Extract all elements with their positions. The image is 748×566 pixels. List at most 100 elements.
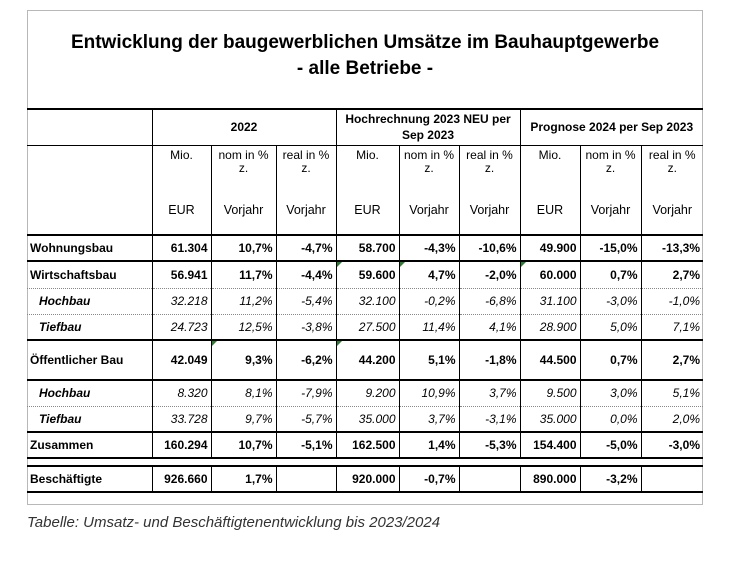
value-cell: 1,4%	[399, 431, 460, 458]
value-cell: 8,1%	[211, 379, 277, 406]
value-cell: -15,0%	[580, 234, 642, 261]
value-cell: -5,3%	[459, 431, 521, 458]
value-cell: -6,2%	[276, 339, 337, 380]
unit-cell: Vorjahr	[276, 185, 337, 235]
value-cell: 3,0%	[580, 379, 642, 406]
table-row-total: Zusammen 160.294 10,7% -5,1% 162.500 1,4…	[27, 431, 703, 458]
row-label: Öffentlicher Bau	[27, 339, 153, 380]
unit-cell: Vorjahr	[652, 202, 693, 217]
value-cell: 32.100	[336, 287, 400, 314]
value-cell: 5,1%	[399, 339, 460, 380]
value-cell: -3,1%	[459, 405, 521, 432]
value-cell: -5,0%	[580, 431, 642, 458]
value-cell	[641, 465, 703, 493]
value-cell: 44.200	[336, 339, 400, 380]
unit-cell: Vorjahr	[580, 185, 642, 235]
value-cell: 32.218	[152, 287, 212, 314]
table-row: Tiefbau 33.728 9,7% -5,7% 35.000 3,7% -3…	[27, 405, 703, 432]
value-cell: 0,0%	[580, 405, 642, 432]
header-corner-3	[27, 185, 153, 235]
header-corner	[27, 108, 153, 145]
subhead-cell: real in % z.	[641, 144, 703, 185]
sales-table: 2022 Hochrechnung 2023 NEU per Sep 2023 …	[27, 108, 703, 493]
value-cell: 0,7%	[580, 339, 642, 380]
unit-cell: Vorjahr	[459, 185, 521, 235]
value-cell: 11,2%	[211, 287, 277, 314]
value-cell	[276, 465, 337, 493]
value-cell: -0,2%	[399, 287, 460, 314]
unit-cell: EUR	[336, 185, 400, 235]
header-unit-row: EUR Vorjahr Vorjahr EUR Vorjahr Vorjahr …	[27, 185, 703, 235]
value-cell: -6,8%	[459, 287, 521, 314]
table-caption: Tabelle: Umsatz- und Beschäftigtenentwic…	[27, 514, 441, 531]
value-cell: 9.500	[520, 379, 581, 406]
table-row: Öffentlicher Bau 42.049 9,3% -6,2% 44.20…	[27, 339, 703, 380]
subhead-cell: real in % z.	[459, 144, 521, 185]
table-row: Wohnungsbau 61.304 10,7% -4,7% 58.700 -4…	[27, 234, 703, 261]
value-cell: -5,7%	[276, 405, 337, 432]
header-sub-row: Mio. nom in % z. real in % z. Mio. nom i…	[27, 144, 703, 185]
value-cell: 12,5%	[211, 313, 277, 340]
table-row: Tiefbau 24.723 12,5% -3,8% 27.500 11,4% …	[27, 313, 703, 340]
spacer-row	[27, 457, 703, 466]
unit-cell: Vorjahr	[211, 185, 277, 235]
value-cell: 1,7%	[211, 465, 277, 493]
row-label: Hochbau	[27, 379, 153, 406]
value-cell: 3,7%	[459, 379, 521, 406]
value-cell: 35.000	[336, 405, 400, 432]
table-row: Wirtschaftsbau 56.941 11,7% -4,4% 59.600…	[27, 260, 703, 288]
subhead-cell: Mio.	[336, 144, 400, 185]
value-cell: -3,2%	[580, 465, 642, 493]
subhead-cell: nom in % z.	[399, 144, 460, 185]
value-cell: 44.500	[520, 339, 581, 380]
value-cell: -1,8%	[459, 339, 521, 380]
value-cell: 10,7%	[211, 234, 277, 261]
value-cell: 27.500	[336, 313, 400, 340]
row-label: Beschäftigte	[27, 465, 153, 493]
value-cell: 61.304	[152, 234, 212, 261]
value-cell: 10,9%	[399, 379, 460, 406]
value-cell: 59.600	[336, 260, 400, 288]
value-cell: 890.000	[520, 465, 581, 493]
value-cell	[459, 465, 521, 493]
value-cell: 4,1%	[459, 313, 521, 340]
value-cell: -4,3%	[399, 234, 460, 261]
value-cell: -2,0%	[459, 260, 521, 288]
header-corner-2	[27, 144, 153, 185]
value-cell: 7,1%	[641, 313, 703, 340]
value-cell: 5,1%	[641, 379, 703, 406]
table-row: Hochbau 8.320 8,1% -7,9% 9.200 10,9% 3,7…	[27, 379, 703, 406]
value-cell: -5,4%	[276, 287, 337, 314]
value-cell: -4,7%	[276, 234, 337, 261]
value-cell: 9,3%	[211, 339, 277, 380]
value-cell: 49.900	[520, 234, 581, 261]
value-cell: 56.941	[152, 260, 212, 288]
value-cell: 4,7%	[399, 260, 460, 288]
value-cell: 2,0%	[641, 405, 703, 432]
value-cell: 920.000	[336, 465, 400, 493]
row-label: Hochbau	[27, 287, 153, 314]
value-cell: -3,0%	[641, 431, 703, 458]
subhead-cell: nom in % z.	[211, 144, 277, 185]
value-cell: 8.320	[152, 379, 212, 406]
value-cell: 42.049	[152, 339, 212, 380]
value-cell: 10,7%	[211, 431, 277, 458]
value-cell: 0,7%	[580, 260, 642, 288]
title-line-1: Entwicklung der baugewerblichen Umsätze …	[70, 32, 660, 53]
value-cell: 2,7%	[641, 260, 703, 288]
value-cell: 9,7%	[211, 405, 277, 432]
subhead-cell: nom in % z.	[580, 144, 642, 185]
row-label: Tiefbau	[27, 405, 153, 432]
value-cell: -3,0%	[580, 287, 642, 314]
value-cell: 60.000	[520, 260, 581, 288]
table-title: Entwicklung der baugewerblichen Umsätze …	[27, 30, 703, 82]
value-cell: 35.000	[520, 405, 581, 432]
value-cell: 58.700	[336, 234, 400, 261]
group-hochrechnung-2023: Hochrechnung 2023 NEU per Sep 2023	[336, 108, 521, 145]
value-cell: -1,0%	[641, 287, 703, 314]
value-cell: 11,7%	[211, 260, 277, 288]
header-group-row: 2022 Hochrechnung 2023 NEU per Sep 2023 …	[27, 108, 703, 145]
value-cell: 162.500	[336, 431, 400, 458]
table-row: Hochbau 32.218 11,2% -5,4% 32.100 -0,2% …	[27, 287, 703, 314]
value-cell: -5,1%	[276, 431, 337, 458]
